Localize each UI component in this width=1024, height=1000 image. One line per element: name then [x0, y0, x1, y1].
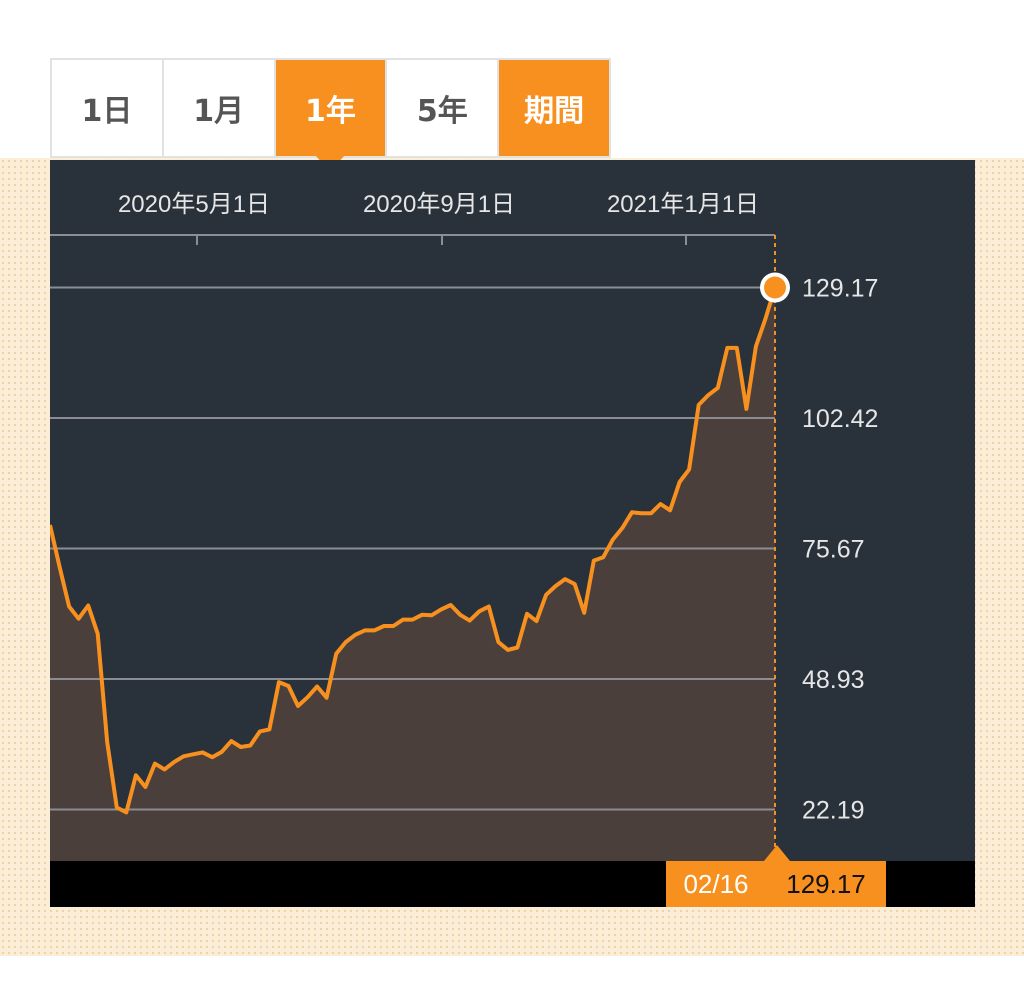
tab-1-year-label: 1年: [305, 94, 356, 129]
readout-pointer: [764, 845, 790, 861]
tab-1-day[interactable]: 1日: [52, 60, 164, 156]
x-tick-label: 2020年5月1日: [118, 191, 270, 218]
tab-5-year[interactable]: 5年: [387, 60, 500, 156]
chart-panel[interactable]: 2020年5月1日 2020年9月1日 2021年1月1日 22.19 48.93 75.…: [50, 160, 975, 906]
area-fill: [50, 287, 775, 861]
tab-1-month[interactable]: 1月: [164, 60, 276, 156]
y-tick-label: 22.19: [802, 797, 865, 825]
last-point-marker: [764, 276, 786, 299]
price-chart[interactable]: 2020年5月1日 2020年9月1日 2021年1月1日 22.19 48.93 75.…: [50, 160, 975, 861]
tab-1-year[interactable]: 1年: [275, 60, 388, 172]
crosshair-readout: 02/16 129.17: [666, 861, 886, 907]
readout-date: 02/16: [683, 868, 749, 899]
period-tabs: 1日 1月 1年 5年 期間: [50, 58, 611, 172]
tab-custom-period[interactable]: 期間: [499, 60, 609, 156]
y-tick-label: 75.67: [802, 536, 865, 564]
y-tick-label: 129.17: [802, 275, 878, 303]
readout-value: 129.17: [786, 868, 866, 899]
y-tick-label: 48.93: [802, 666, 865, 694]
x-tick-label: 2020年9月1日: [363, 191, 515, 218]
x-tick-label: 2021年1月1日: [607, 191, 759, 218]
series-line: [50, 286, 777, 815]
y-tick-label: 102.42: [802, 405, 878, 433]
